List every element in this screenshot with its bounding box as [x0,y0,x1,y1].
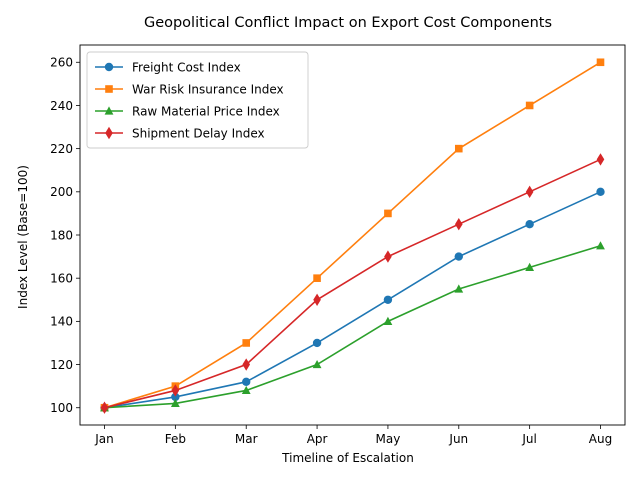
data-point [596,58,605,67]
x-tick-label: Jan [94,432,114,446]
y-tick-label: 220 [50,142,73,156]
y-tick-label: 160 [50,271,73,285]
data-point [313,293,321,306]
data-point [312,359,322,369]
series-line [104,245,601,409]
data-point [384,250,392,263]
x-tick-label: Apr [307,432,328,446]
data-point [454,252,463,261]
legend-label: Freight Cost Index [132,60,241,74]
data-point [242,339,251,347]
data-point [383,295,393,304]
chart-title: Geopolitical Conflict Impact on Export C… [144,15,552,31]
axes-frame [79,44,626,426]
y-tick-label: 260 [50,56,73,70]
legend-label: Shipment Delay Index [132,126,265,140]
data-point [454,284,464,293]
data-point [454,144,463,153]
y-tick-label: 240 [50,99,73,113]
data-point [242,377,251,387]
y-axis-label: Index Level (Base=100) [16,165,30,309]
series-line [104,191,601,409]
data-point [383,316,393,325]
x-tick-label: Mar [235,432,258,446]
x-tick-label: Jul [521,432,536,446]
data-point [596,187,605,197]
data-point [454,218,463,231]
data-point [525,101,534,110]
data-point [312,338,322,348]
data-point [171,392,180,402]
legend-label: Raw Material Price Index [132,104,280,118]
data-point [384,209,392,218]
legend-box [86,51,309,149]
legend-label: War Risk Insurance Index [132,82,284,96]
legend-marker [104,62,114,72]
data-point [596,241,605,250]
y-tick-label: 100 [50,401,73,415]
legend-marker [105,126,113,140]
data-point [100,401,109,414]
series-3 [100,153,605,414]
x-tick-label: Feb [165,432,186,446]
y-tick-label: 200 [50,185,73,199]
legend: Freight Cost Index War Risk Insurance Ind… [86,51,309,149]
y-tick-label: 180 [50,228,73,242]
data-point [525,185,534,199]
data-point [313,274,321,282]
x-tick-label: May [376,432,401,446]
y-tick-label: 120 [50,358,73,372]
data-point [242,358,251,371]
data-point [596,153,605,166]
legend-marker [104,106,114,115]
x-axis-label: Timeline of Escalation [281,451,414,465]
data-point [170,398,180,408]
x-tick-label: Jun [448,432,468,446]
legend-marker [105,85,113,93]
plot-area: 100 120 140 160 180 200 220 240 260 Jan Feb Mar Apr M… [50,44,626,446]
data-point [171,384,180,397]
data-point [525,220,534,229]
data-point [525,262,535,271]
series-line [104,158,601,409]
y-tick-label: 140 [50,315,73,329]
data-point [241,385,251,395]
series-line [104,61,601,409]
x-tick-label: Aug [589,432,612,446]
